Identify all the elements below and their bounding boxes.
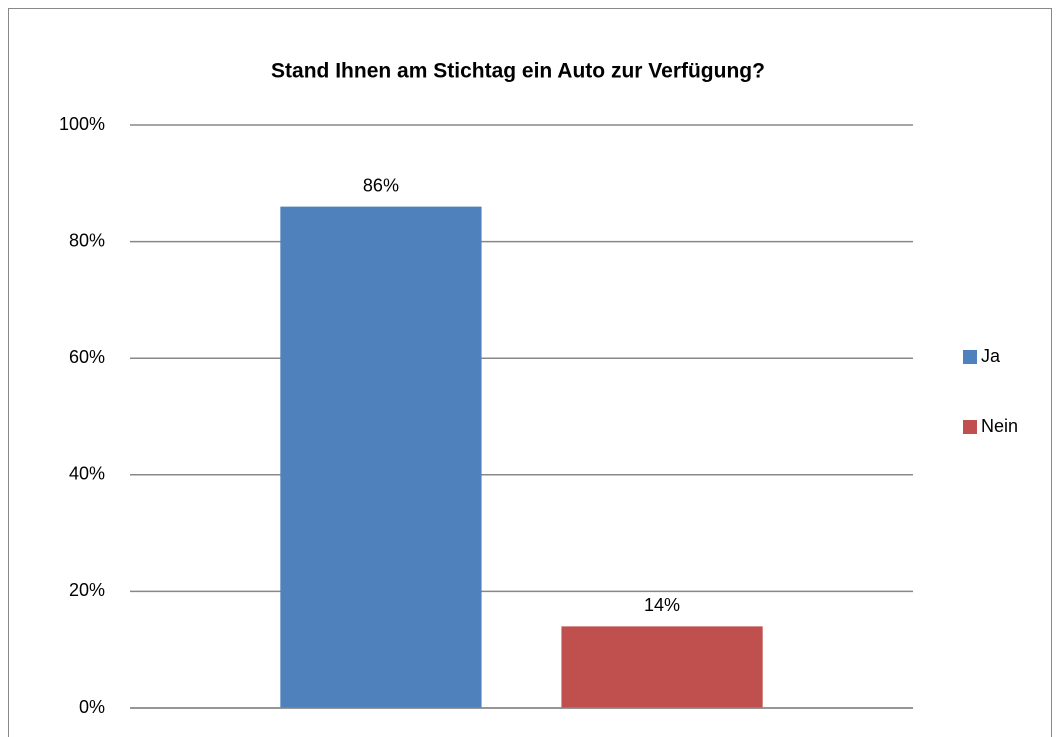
y-tick-label: 60% (69, 347, 105, 367)
bar (280, 206, 482, 708)
y-tick-label: 40% (69, 464, 105, 484)
legend-swatch (963, 350, 977, 364)
bar (561, 626, 763, 708)
data-label: 86% (363, 175, 399, 195)
data-label: 14% (644, 595, 680, 615)
legend-label: Ja (981, 346, 1001, 366)
y-tick-label: 100% (59, 114, 105, 134)
legend-swatch (963, 420, 977, 434)
y-tick-label: 20% (69, 580, 105, 600)
legend-label: Nein (981, 416, 1018, 436)
chart-border (8, 8, 1052, 737)
y-tick-label: 80% (69, 230, 105, 250)
y-tick-label: 0% (79, 697, 105, 717)
chart-title: Stand Ihnen am Stichtag ein Auto zur Ver… (271, 60, 765, 83)
